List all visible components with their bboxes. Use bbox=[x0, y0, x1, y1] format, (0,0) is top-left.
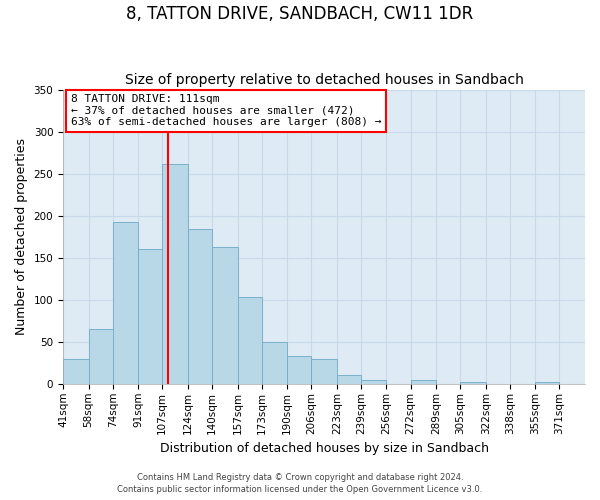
Bar bbox=[410, 380, 436, 384]
Bar bbox=[212, 247, 238, 384]
Bar bbox=[163, 164, 188, 384]
Bar bbox=[535, 382, 559, 384]
Bar bbox=[138, 250, 163, 384]
Text: Contains HM Land Registry data © Crown copyright and database right 2024.
Contai: Contains HM Land Registry data © Crown c… bbox=[118, 472, 482, 494]
Bar bbox=[287, 356, 311, 384]
Bar bbox=[311, 358, 337, 384]
X-axis label: Distribution of detached houses by size in Sandbach: Distribution of detached houses by size … bbox=[160, 442, 488, 455]
Title: Size of property relative to detached houses in Sandbach: Size of property relative to detached ho… bbox=[125, 73, 523, 87]
Bar bbox=[188, 229, 212, 384]
Bar bbox=[238, 298, 262, 384]
Bar bbox=[113, 222, 138, 384]
Bar bbox=[63, 358, 89, 384]
Bar bbox=[262, 342, 287, 384]
Text: 8, TATTON DRIVE, SANDBACH, CW11 1DR: 8, TATTON DRIVE, SANDBACH, CW11 1DR bbox=[127, 5, 473, 23]
Text: 8 TATTON DRIVE: 111sqm
← 37% of detached houses are smaller (472)
63% of semi-de: 8 TATTON DRIVE: 111sqm ← 37% of detached… bbox=[71, 94, 382, 127]
Bar bbox=[89, 329, 113, 384]
Bar bbox=[361, 380, 386, 384]
Bar bbox=[337, 374, 361, 384]
Y-axis label: Number of detached properties: Number of detached properties bbox=[15, 138, 28, 335]
Bar bbox=[460, 382, 486, 384]
